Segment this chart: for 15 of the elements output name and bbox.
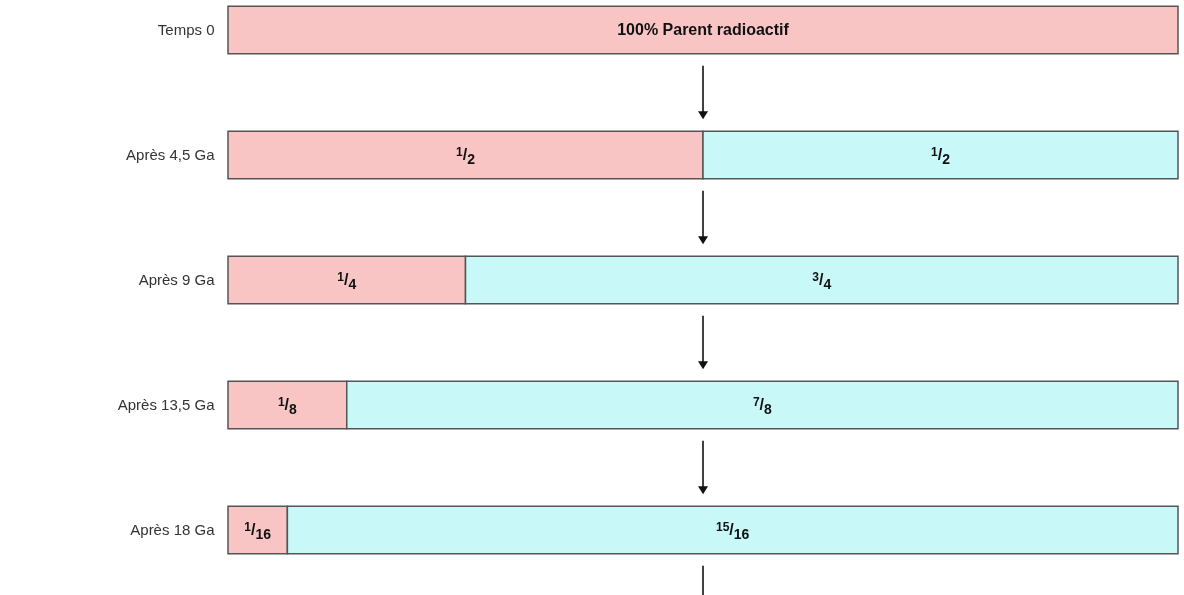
y-tick-label: Après 4,5 Ga xyxy=(126,146,216,163)
bar xyxy=(227,5,1179,55)
y-tick-label: Après 18 Ga xyxy=(130,521,216,538)
data-label: $^{1}$/$_{16}$ xyxy=(244,519,272,542)
y-tick-label: Après 13,5 Ga xyxy=(117,396,216,413)
data-label: 100% Parent radioactif xyxy=(617,21,790,38)
y-tick-label: Temps 0 xyxy=(157,21,215,38)
data-label: $^{1}$/$_{4}$ xyxy=(337,269,357,292)
data-label: $^{7}$/$_{8}$ xyxy=(752,394,773,417)
data-label: $^{15}$/$_{16}$ xyxy=(715,519,750,542)
data-label: $^{1}$/$_{8}$ xyxy=(277,394,298,417)
data-label: $^{3}$/$_{4}$ xyxy=(812,269,832,292)
y-tick-label: Après 9 Ga xyxy=(138,271,216,288)
data-label: $^{1}$/$_{2}$ xyxy=(931,144,951,167)
data-label: $^{1}$/$_{2}$ xyxy=(456,144,476,167)
